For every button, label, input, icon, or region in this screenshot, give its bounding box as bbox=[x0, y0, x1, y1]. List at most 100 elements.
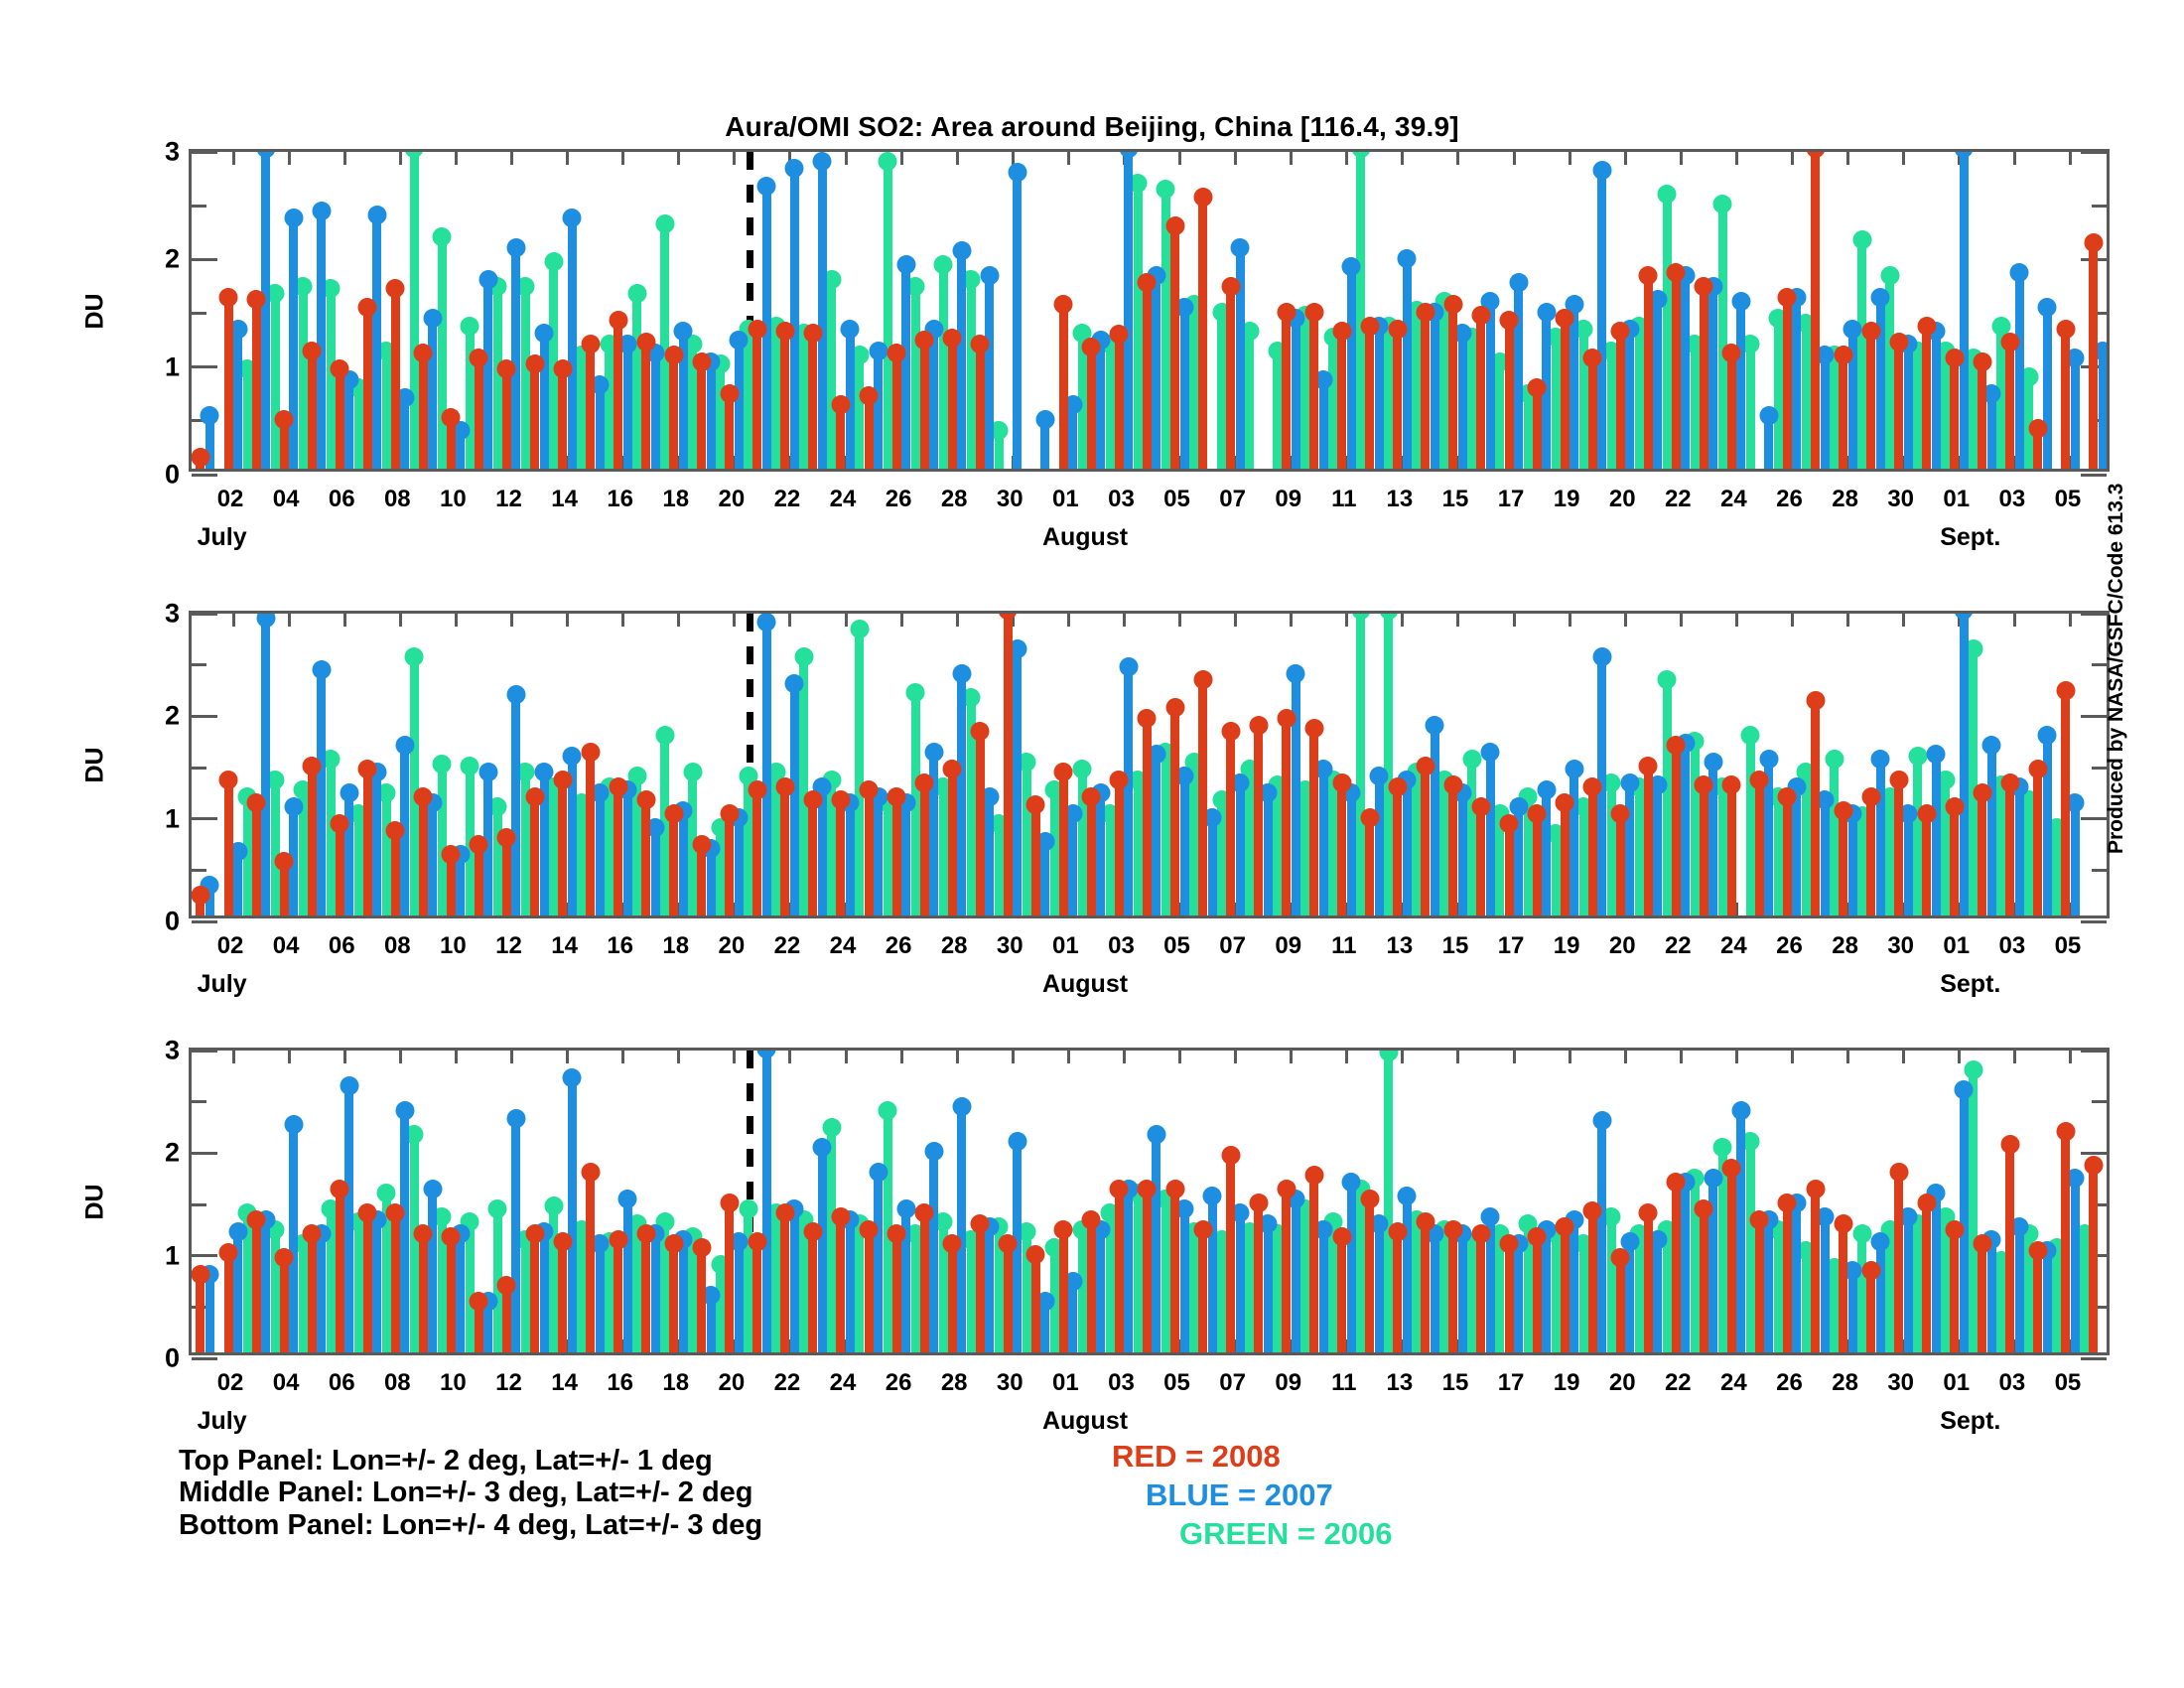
data-point-marker bbox=[1740, 726, 1760, 746]
data-point-marker bbox=[1704, 1169, 1723, 1189]
data-stem bbox=[1712, 1138, 1732, 1352]
x-axis-tick-label: 03 bbox=[1108, 1369, 1135, 1396]
data-stem bbox=[506, 684, 526, 915]
data-point-marker bbox=[1889, 1163, 1909, 1183]
data-stem bbox=[385, 278, 405, 469]
data-stem bbox=[1926, 744, 1946, 915]
data-stem bbox=[952, 664, 972, 915]
data-stem bbox=[1434, 770, 1454, 915]
data-stem bbox=[1388, 776, 1408, 915]
x-axis-tick-label: 02 bbox=[216, 932, 244, 959]
x-tick-top bbox=[2013, 614, 2017, 627]
data-stem bbox=[1471, 797, 1491, 915]
data-point-marker bbox=[729, 1232, 749, 1252]
x-tick-top bbox=[844, 1051, 848, 1063]
x-axis-month-label: August bbox=[1041, 970, 1129, 998]
data-stem bbox=[905, 682, 925, 915]
data-point-marker bbox=[1964, 639, 1983, 659]
x-tick-top bbox=[566, 614, 570, 627]
panel-top: 0 1 2 3 DU 02 04 06 08 10 12 14 16 18 20 22 24 26 28 30 01 03… bbox=[81, 138, 2110, 551]
data-point-marker bbox=[812, 152, 832, 171]
x-tick-top bbox=[1234, 152, 1238, 165]
data-stem bbox=[711, 818, 731, 915]
data-stem bbox=[1434, 1219, 1454, 1352]
data-stem bbox=[348, 377, 368, 469]
data-stem bbox=[600, 776, 619, 915]
data-point-marker bbox=[1119, 656, 1139, 676]
x-axis-tick-label: 11 bbox=[1331, 486, 1357, 512]
data-stem bbox=[1035, 410, 1055, 469]
data-point-marker bbox=[1666, 736, 1686, 756]
data-stem bbox=[1973, 782, 1992, 915]
data-stem bbox=[1119, 656, 1139, 915]
data-point-marker bbox=[1749, 770, 1769, 789]
data-stem bbox=[1174, 1199, 1194, 1352]
x-axis-tick-label: 19 bbox=[1553, 932, 1580, 959]
x-tick-top bbox=[454, 152, 458, 165]
data-stem bbox=[385, 1203, 405, 1352]
data-stem bbox=[1174, 767, 1194, 915]
data-stem bbox=[998, 1234, 1018, 1352]
x-axis-tick-label: 16 bbox=[607, 1369, 634, 1396]
page-title: Aura/OMI SO2: Area around Beijing, China… bbox=[725, 111, 1459, 142]
data-point-marker bbox=[1480, 742, 1500, 762]
data-point-marker bbox=[766, 763, 786, 782]
data-point-marker bbox=[794, 646, 814, 666]
x-axis-tick-label: 11 bbox=[1331, 932, 1357, 959]
data-stem bbox=[432, 1206, 452, 1352]
y-axis-tick-label: 3 bbox=[164, 598, 180, 629]
data-stem bbox=[1573, 797, 1593, 915]
data-point-marker bbox=[1991, 316, 2011, 336]
data-point-marker bbox=[1945, 349, 1965, 368]
data-point-marker bbox=[1601, 773, 1621, 792]
data-stem bbox=[2084, 233, 2104, 469]
data-stem bbox=[1452, 782, 1472, 915]
x-axis-tick-label: 12 bbox=[495, 1369, 522, 1396]
x-axis-tick-label: 26 bbox=[1776, 486, 1803, 512]
data-point-marker bbox=[1332, 773, 1352, 792]
data-point-marker bbox=[590, 1234, 610, 1254]
data-stem bbox=[1768, 309, 1788, 469]
plot-area-top: 0 1 2 3 bbox=[165, 138, 2110, 488]
data-stem bbox=[1499, 1234, 1519, 1352]
data-point-marker bbox=[1025, 1244, 1045, 1264]
data-stem bbox=[664, 803, 684, 915]
y-tick-major-right bbox=[2081, 714, 2107, 718]
data-point-marker bbox=[1592, 1111, 1612, 1131]
data-stem bbox=[1880, 787, 1900, 915]
series-container bbox=[192, 614, 2107, 915]
data-stem bbox=[645, 343, 665, 469]
data-point-marker bbox=[1565, 760, 1584, 779]
data-point-marker bbox=[192, 1265, 210, 1285]
data-stem bbox=[256, 152, 276, 469]
x-axis-tick-label: 17 bbox=[1497, 1369, 1525, 1396]
data-stem bbox=[506, 1109, 526, 1352]
data-point-marker bbox=[284, 209, 304, 228]
x-axis-month-label: July bbox=[197, 523, 247, 551]
data-stem bbox=[1806, 690, 1825, 915]
data-point-marker bbox=[293, 276, 313, 296]
data-stem bbox=[1620, 773, 1640, 915]
x-tick-top bbox=[510, 1051, 513, 1063]
data-stem bbox=[2000, 1135, 2020, 1352]
data-stem bbox=[739, 1199, 758, 1352]
data-point-marker bbox=[274, 410, 294, 429]
x-axis-tick-label: 18 bbox=[662, 932, 690, 959]
data-point-marker bbox=[720, 384, 740, 403]
x-axis-tick-label: 09 bbox=[1275, 932, 1302, 959]
data-stem bbox=[905, 1224, 925, 1352]
y-axis-tick-label: 1 bbox=[164, 1240, 180, 1271]
data-stem bbox=[1843, 803, 1862, 915]
data-stem bbox=[617, 779, 637, 915]
data-stem bbox=[441, 844, 461, 915]
data-stem bbox=[1369, 1213, 1389, 1352]
data-point-marker bbox=[655, 726, 675, 746]
data-stem bbox=[376, 1183, 396, 1352]
data-stem bbox=[1565, 1209, 1584, 1352]
data-stem bbox=[1981, 1230, 2001, 1352]
data-stem bbox=[2019, 366, 2039, 469]
data-point-marker bbox=[1582, 1201, 1602, 1221]
x-axis-tick-label: 05 bbox=[2054, 1369, 2082, 1396]
data-point-marker bbox=[822, 1117, 842, 1137]
x-tick-top bbox=[454, 614, 458, 627]
